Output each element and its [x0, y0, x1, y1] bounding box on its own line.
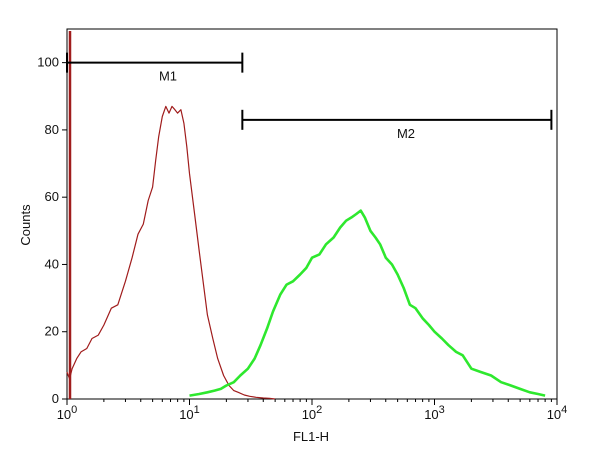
marker-label: M2: [397, 126, 415, 141]
y-tick-label: 80: [45, 122, 59, 137]
marker-label: M1: [159, 69, 177, 84]
y-axis-title: Counts: [18, 204, 33, 246]
x-tick-label: 100: [57, 404, 78, 422]
x-tick-label: 104: [547, 404, 568, 422]
x-tick-label: 101: [179, 404, 200, 422]
y-tick-label: 100: [37, 55, 59, 70]
marker-gate-m2: M2: [241, 109, 553, 141]
stained-histogram-line: [189, 209, 546, 397]
y-tick-label: 60: [45, 189, 59, 204]
control-histogram-line: [66, 105, 276, 400]
y-tick-label: 20: [45, 324, 59, 339]
y-tick-label: 0: [52, 391, 59, 406]
plot-frame: [66, 28, 558, 400]
x-tick-label: 102: [302, 404, 323, 422]
x-axis-title: FL1-H: [293, 429, 329, 444]
x-tick-label: 103: [424, 404, 445, 422]
y-tick-label: 40: [45, 256, 59, 271]
